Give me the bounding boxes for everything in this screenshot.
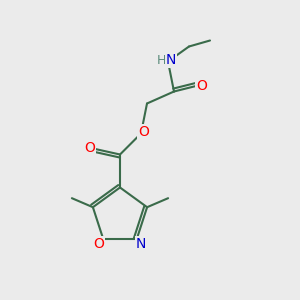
Text: N: N: [166, 53, 176, 67]
Text: O: O: [84, 142, 95, 155]
Text: O: O: [196, 79, 207, 92]
Text: N: N: [136, 237, 146, 250]
Text: H: H: [157, 53, 166, 67]
Text: O: O: [93, 237, 104, 250]
Text: O: O: [138, 125, 149, 139]
